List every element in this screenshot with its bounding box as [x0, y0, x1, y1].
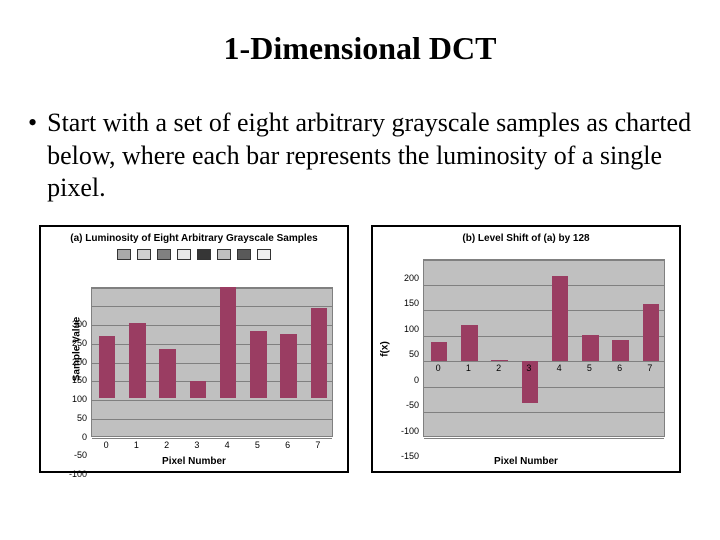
- chart-b-bar: [643, 304, 660, 361]
- bullet-container: • Start with a set of eight arbitrary gr…: [0, 67, 720, 205]
- chart-a-bar: [159, 349, 176, 398]
- grayscale-swatch: [117, 249, 131, 260]
- chart-b-plot: [423, 259, 665, 437]
- page-title: 1-Dimensional DCT: [0, 0, 720, 67]
- chart-a-bar: [190, 381, 207, 398]
- chart-b-panel: (b) Level Shift of (a) by 128 f(x) -150-…: [371, 225, 681, 473]
- chart-a-bar: [280, 334, 297, 398]
- grayscale-swatch: [237, 249, 251, 260]
- chart-b-bar: [431, 342, 448, 361]
- grayscale-swatch: [217, 249, 231, 260]
- chart-b-xlabel: Pixel Number: [373, 456, 679, 467]
- grayscale-swatch: [177, 249, 191, 260]
- chart-a-title: (a) Luminosity of Eight Arbitrary Graysc…: [41, 227, 347, 247]
- grayscale-swatch: [157, 249, 171, 260]
- chart-a-swatches: [41, 246, 347, 264]
- chart-a-xlabel: Pixel Number: [41, 456, 347, 467]
- grayscale-swatch: [197, 249, 211, 260]
- charts-row: (a) Luminosity of Eight Arbitrary Graysc…: [0, 205, 720, 473]
- chart-a-bar: [311, 308, 328, 398]
- chart-a-bar: [129, 323, 146, 398]
- chart-a-plot: [91, 287, 333, 437]
- grayscale-swatch: [257, 249, 271, 260]
- chart-b-bar: [582, 335, 599, 361]
- chart-b-bar: [552, 276, 569, 361]
- chart-a-bar: [250, 331, 267, 399]
- bullet-item: • Start with a set of eight arbitrary gr…: [28, 107, 692, 205]
- chart-b-bar: [612, 340, 629, 361]
- chart-a-panel: (a) Luminosity of Eight Arbitrary Graysc…: [39, 225, 349, 473]
- chart-b-ylabel: f(x): [379, 341, 390, 357]
- chart-b-bar: [461, 325, 478, 362]
- bullet-marker: •: [28, 107, 47, 205]
- chart-a-bar: [220, 287, 237, 398]
- chart-a-bar: [99, 336, 116, 398]
- grayscale-swatch: [137, 249, 151, 260]
- bullet-text: Start with a set of eight arbitrary gray…: [47, 107, 692, 205]
- chart-b-bar: [491, 360, 508, 361]
- chart-b-title: (b) Level Shift of (a) by 128: [373, 227, 679, 247]
